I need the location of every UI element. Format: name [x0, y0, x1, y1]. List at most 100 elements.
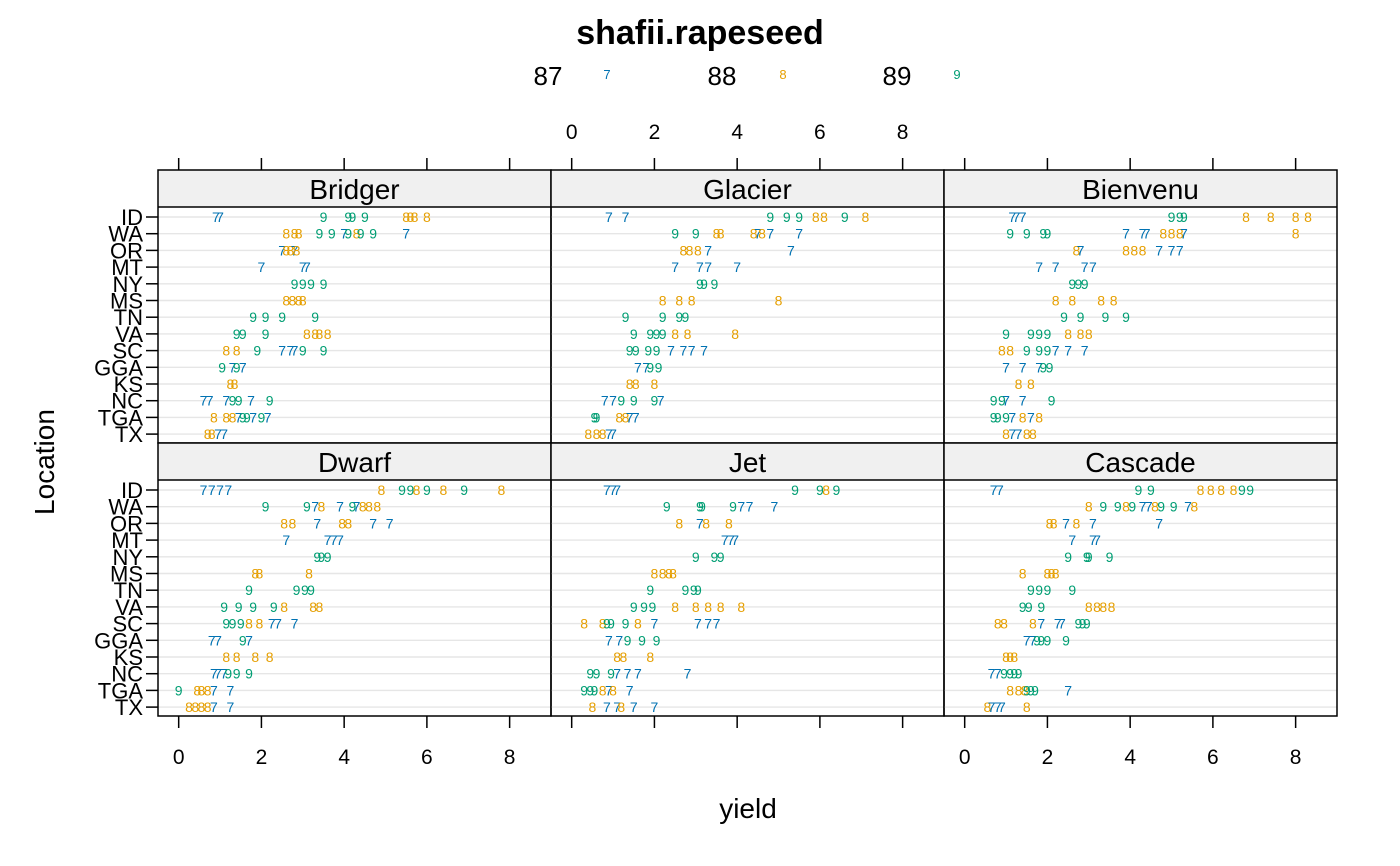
y-tick-label-VA: VA — [115, 322, 143, 347]
data-point: 9 — [1246, 482, 1254, 498]
data-point: 9 — [303, 499, 311, 515]
data-point: 9 — [593, 666, 601, 682]
data-point: 7 — [632, 409, 640, 425]
data-point: 7 — [1002, 393, 1010, 409]
data-point: 9 — [663, 499, 671, 515]
data-point: 9 — [696, 499, 704, 515]
data-point: 7 — [278, 242, 286, 258]
data-point: 9 — [235, 599, 243, 615]
data-point: 8 — [1072, 242, 1080, 258]
data-point: 7 — [613, 699, 621, 715]
data-point: 9 — [270, 599, 278, 615]
data-point: 9 — [369, 226, 377, 242]
data-point: 8 — [280, 599, 288, 615]
data-point: 8 — [702, 515, 710, 531]
data-point: 7 — [994, 666, 1002, 682]
panel-border — [943, 442, 1338, 717]
top-col1-tick-label-2: 2 — [649, 121, 661, 144]
data-point: 9 — [328, 226, 336, 242]
data-point: 8 — [717, 599, 725, 615]
data-point: 7 — [727, 532, 735, 548]
data-point: 8 — [617, 699, 625, 715]
data-point: 9 — [307, 582, 315, 598]
data-point: 8 — [251, 649, 259, 665]
data-point: 8 — [315, 599, 323, 615]
data-point: 9 — [717, 549, 725, 565]
y-tick-label-ID: ID — [121, 205, 143, 230]
data-point: 8 — [411, 209, 419, 225]
data-point: 8 — [373, 499, 381, 515]
data-point: 8 — [295, 226, 303, 242]
data-point: 9 — [795, 209, 803, 225]
legend: 87 7 88 8 89 9 — [534, 61, 961, 91]
data-point: 8 — [1035, 409, 1043, 425]
data-point: 9 — [222, 616, 230, 632]
data-point: 9 — [1122, 309, 1130, 325]
data-point: 8 — [280, 515, 288, 531]
y-tick-label-NY: NY — [112, 545, 143, 570]
data-point: 7 — [634, 359, 642, 375]
data-point: 8 — [984, 699, 992, 715]
data-point: 8 — [198, 682, 206, 698]
data-point: 9 — [591, 682, 599, 698]
data-point: 7 — [386, 515, 394, 531]
data-point: 7 — [208, 482, 216, 498]
y-axis-label: Location — [29, 409, 60, 515]
data-point: 9 — [1135, 482, 1143, 498]
bottom-col0-tick-label-8: 8 — [504, 746, 516, 769]
data-point: 8 — [1052, 566, 1060, 582]
data-point: 8 — [193, 682, 201, 698]
data-point: 8 — [291, 226, 299, 242]
data-point: 8 — [1267, 209, 1275, 225]
data-point: 7 — [1081, 259, 1089, 275]
data-point: 9 — [632, 343, 640, 359]
data-point: 9 — [1031, 682, 1039, 698]
data-point: 7 — [1093, 532, 1101, 548]
y-tick-label-MS: MS — [110, 289, 143, 314]
data-point: 8 — [303, 326, 311, 342]
data-point: 9 — [233, 359, 241, 375]
legend-symbol-9: 9 — [953, 67, 960, 82]
data-point: 9 — [675, 309, 683, 325]
y-tick-label-MT: MT — [111, 255, 143, 280]
data-point: 8 — [1085, 326, 1093, 342]
data-point: 8 — [377, 482, 385, 498]
top-col1-tick-label-4: 4 — [731, 121, 743, 144]
data-point: 8 — [204, 699, 212, 715]
panel-strip-label: Bridger — [309, 174, 399, 205]
data-point: 8 — [282, 293, 290, 309]
data-point: 7 — [229, 359, 237, 375]
data-point: 7 — [1089, 532, 1097, 548]
data-point: 9 — [626, 343, 634, 359]
data-point: 8 — [679, 242, 687, 258]
data-point: 8 — [1230, 482, 1238, 498]
data-point: 7 — [1015, 426, 1023, 442]
panel-strip-label: Jet — [729, 447, 767, 478]
data-point: 7 — [657, 393, 665, 409]
data-point: 8 — [665, 566, 673, 582]
data-point: 7 — [258, 259, 266, 275]
data-point: 8 — [204, 426, 212, 442]
data-point: 8 — [365, 499, 373, 515]
data-point: 7 — [1139, 226, 1147, 242]
data-point: 7 — [622, 209, 630, 225]
chart-title: shafii.rapeseed — [576, 14, 824, 52]
data-point: 9 — [235, 393, 243, 409]
data-point: 8 — [1021, 682, 1029, 698]
data-point: 7 — [1019, 359, 1027, 375]
data-point: 8 — [1015, 376, 1023, 392]
data-point: 7 — [1035, 259, 1043, 275]
data-point: 7 — [605, 682, 613, 698]
data-point: 8 — [651, 566, 659, 582]
data-point: 8 — [1099, 599, 1107, 615]
data-point: 8 — [675, 515, 683, 531]
data-point: 7 — [988, 699, 996, 715]
data-point: 7 — [696, 515, 704, 531]
y-tick-label-KS: KS — [114, 372, 143, 397]
data-point: 7 — [630, 699, 638, 715]
data-point: 8 — [344, 515, 352, 531]
data-point: 7 — [679, 343, 687, 359]
data-point: 9 — [293, 582, 301, 598]
data-point: 8 — [1029, 426, 1037, 442]
